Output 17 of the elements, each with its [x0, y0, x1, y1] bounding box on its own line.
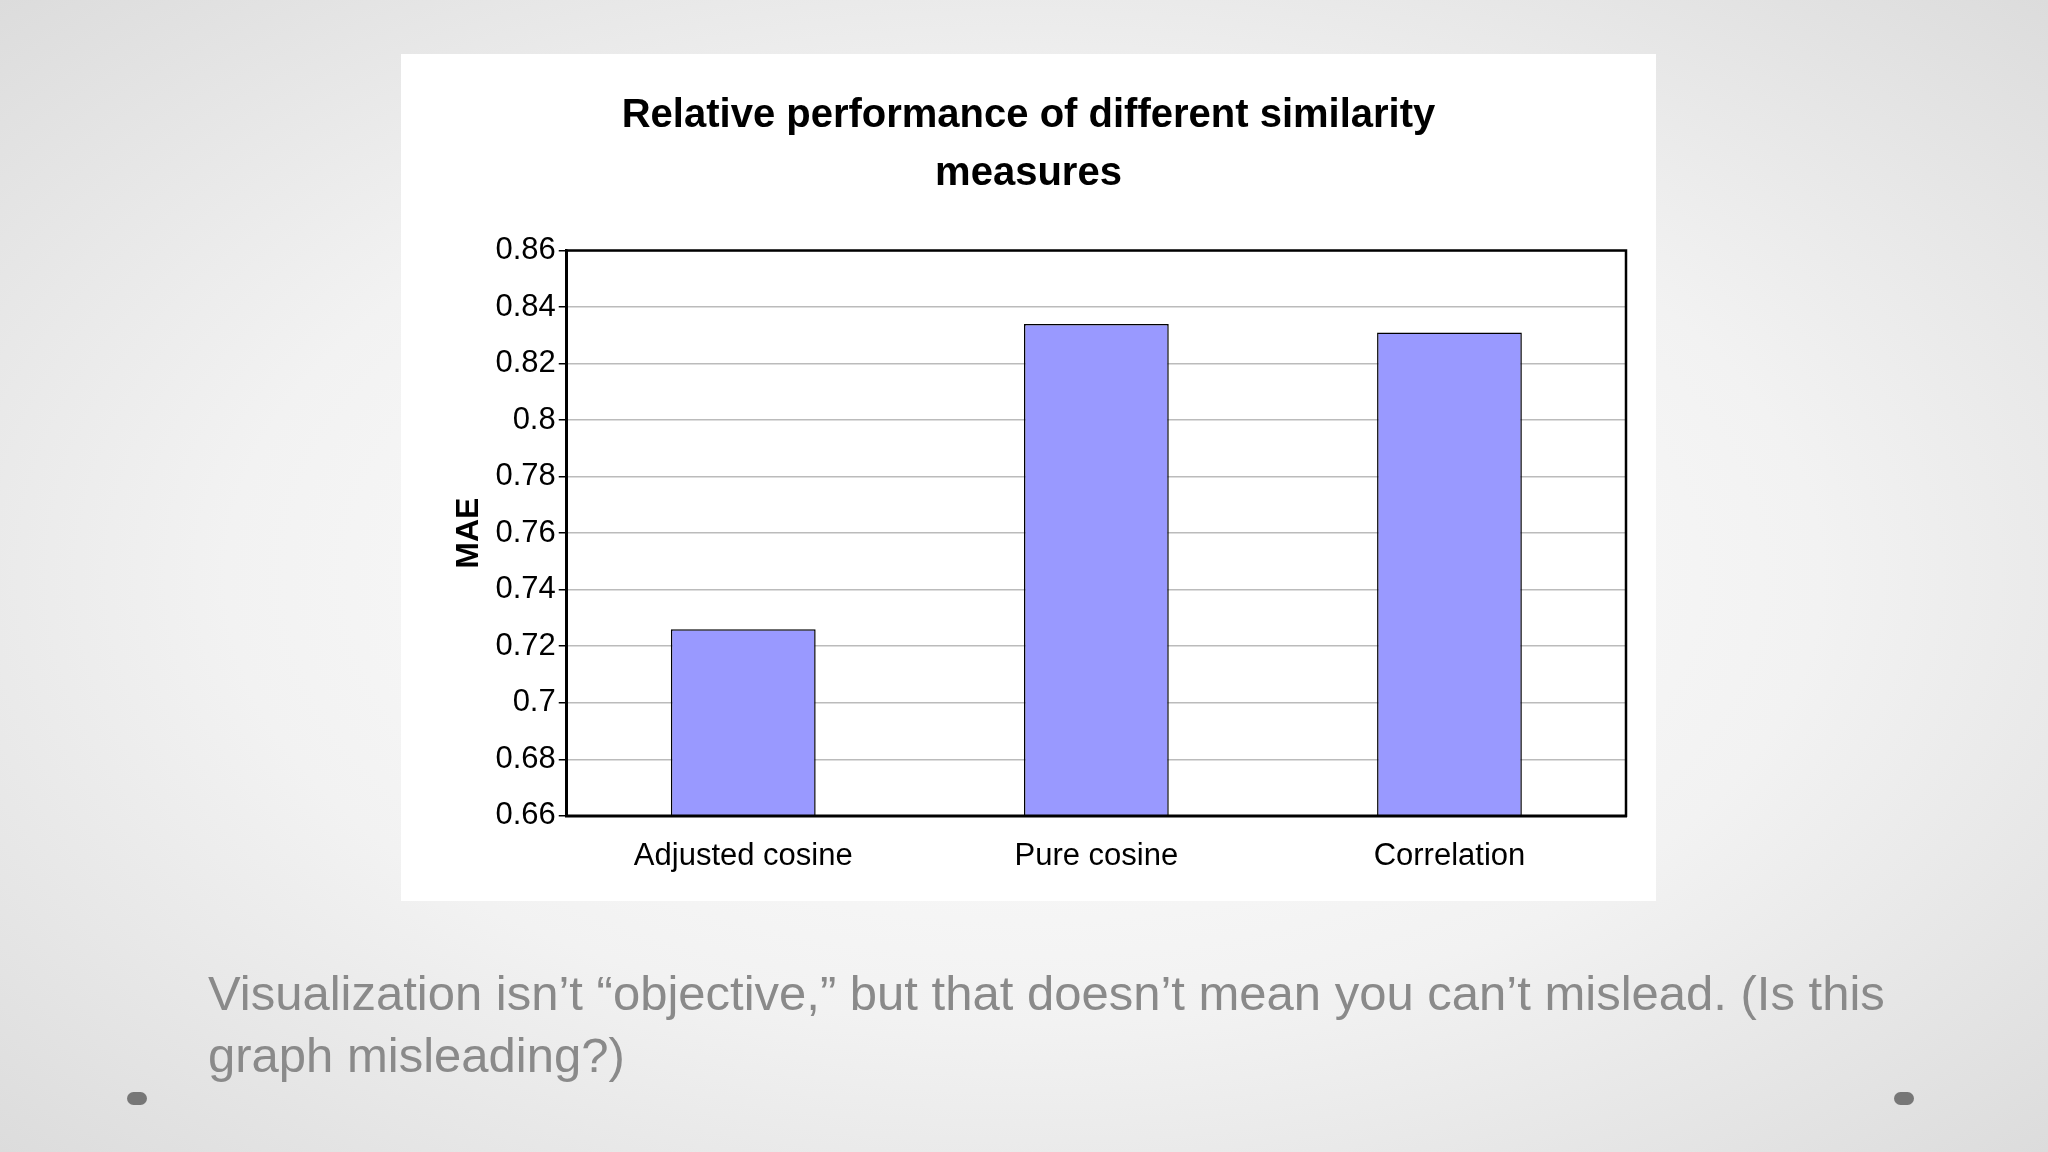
y-tick-label: 0.78 [495, 457, 556, 493]
y-tick-label: 0.8 [512, 400, 556, 436]
y-tick-label: 0.86 [495, 231, 556, 267]
y-axis-title: MAE [449, 497, 486, 569]
y-tick-label: 0.66 [495, 796, 556, 832]
y-tick-label: 0.68 [495, 739, 556, 775]
y-tick-label: 0.84 [495, 287, 556, 323]
chart-title: Relative performance of different similarity measures [620, 90, 1437, 195]
x-tick-label: Correlation [1373, 836, 1526, 872]
y-tick-label: 0.76 [495, 513, 556, 549]
y-tick-label: 0.7 [512, 683, 556, 719]
x-tick-label: Adjusted cosine [633, 836, 853, 872]
y-tick-label: 0.82 [495, 344, 556, 380]
text: Visualization isn’t “objective,” but that doesn’t mean you can’t mislead. (Is this graph misleading?) [208, 965, 1886, 1084]
y-tick-label: 0.72 [495, 626, 556, 662]
y-tick-label: 0.74 [495, 570, 556, 606]
x-tick-label: Pure cosine [1014, 836, 1179, 872]
